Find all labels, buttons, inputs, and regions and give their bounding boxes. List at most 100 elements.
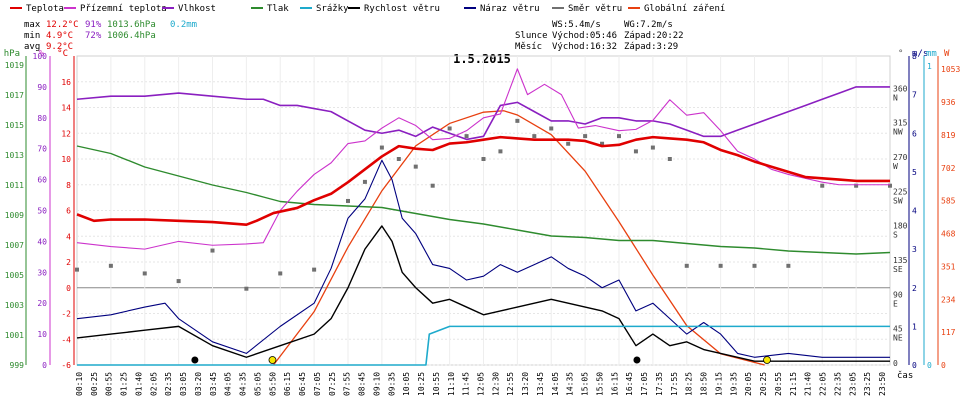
axis-tick-x: 15:50 bbox=[595, 372, 604, 396]
sunset-text: Západ:20:22 bbox=[624, 31, 684, 41]
axis-tick-x: 22:35 bbox=[833, 372, 842, 396]
legend-label: Srážky bbox=[316, 4, 349, 14]
legend-label: Teplota bbox=[26, 4, 64, 14]
axis-tick-hpa: 1001 bbox=[5, 331, 24, 340]
axis-tick-dir: 180 bbox=[893, 222, 908, 231]
axis-tick-x: 23:05 bbox=[848, 372, 857, 396]
wind-direction-point bbox=[244, 286, 249, 291]
axis-tick-x: 23:25 bbox=[863, 372, 872, 396]
axis-tick-x: 19:15 bbox=[714, 372, 723, 396]
axis-tick-x: 01:25 bbox=[120, 372, 129, 396]
wind-direction-point bbox=[210, 248, 215, 253]
axis-tick-dir-label: N bbox=[893, 93, 898, 102]
stat-min-press: 1006.4hPa bbox=[107, 31, 156, 41]
axis-tick-x: 03:20 bbox=[194, 372, 203, 396]
axis-tick-x: 23:50 bbox=[878, 372, 887, 396]
axis-tick-hpa: 1019 bbox=[5, 61, 24, 70]
wind-direction-point bbox=[532, 134, 537, 139]
axis-tick-temp: 12 bbox=[61, 129, 71, 138]
axis-tick-hpa: 1013 bbox=[5, 151, 24, 160]
axis-tick-ms: 0 bbox=[912, 361, 917, 370]
chart-title: 1.5.2015 bbox=[453, 52, 511, 66]
wind-direction-point bbox=[464, 134, 469, 139]
wind-direction-point bbox=[752, 263, 757, 268]
axis-tick-ms: 7 bbox=[912, 91, 917, 100]
stat-max-press: 1013.6hPa bbox=[107, 20, 156, 30]
axis-tick-x: 18:25 bbox=[685, 372, 694, 396]
axis-tick-x: 11:10 bbox=[447, 372, 456, 396]
axis-tick-mm: 0 bbox=[927, 361, 932, 370]
stat-avg-label: avg bbox=[24, 42, 40, 52]
wind-direction-point bbox=[583, 134, 588, 139]
axis-label-x: čas bbox=[897, 370, 913, 381]
axis-tick-dir-label: W bbox=[893, 162, 898, 171]
axis-tick-ms: 4 bbox=[912, 207, 917, 216]
axis-tick-temp: -4 bbox=[61, 335, 71, 344]
wind-direction-point bbox=[549, 126, 554, 131]
series-naraz-vetru bbox=[76, 159, 890, 358]
axis-tick-x: 00:10 bbox=[75, 372, 84, 396]
legend-label: Globální záření bbox=[644, 4, 725, 14]
axis-tick-x: 01:40 bbox=[134, 372, 143, 396]
axis-tick-x: 21:40 bbox=[804, 372, 813, 396]
axis-unit-temp: °C bbox=[57, 49, 68, 59]
legend-label: Rychlost větru bbox=[364, 4, 440, 14]
axis-tick-w: 585 bbox=[941, 197, 956, 206]
axis-tick-temp: 16 bbox=[61, 78, 71, 87]
wind-direction-point bbox=[667, 157, 672, 161]
moon-label: Měsíc bbox=[515, 42, 542, 52]
moonset-text: Západ:3:29 bbox=[624, 42, 678, 52]
axis-tick-dir: 360 bbox=[893, 84, 908, 93]
wind-direction-point bbox=[566, 141, 571, 146]
axis-unit-mm: mm bbox=[926, 49, 937, 59]
axis-tick-hpa: 1011 bbox=[5, 181, 24, 190]
axis-tick-x: 16:15 bbox=[610, 372, 619, 396]
wind-direction-point bbox=[600, 141, 605, 146]
axis-tick-x: 04:35 bbox=[239, 372, 248, 396]
wind-direction-point bbox=[617, 134, 621, 139]
axis-tick-ms: 1 bbox=[912, 322, 917, 331]
axis-tick-hpa: 1017 bbox=[5, 91, 24, 100]
axis-tick-temp: 0 bbox=[66, 284, 71, 293]
axis-tick-w: 0 bbox=[941, 361, 946, 370]
wind-direction-point bbox=[413, 164, 418, 169]
axis-unit-pct: % bbox=[39, 49, 45, 59]
stat-max-temp: 12.2°C bbox=[46, 20, 79, 30]
axis-tick-x: 10:05 bbox=[402, 372, 411, 396]
axis-tick-ms: 8 bbox=[912, 52, 917, 61]
axis-tick-x: 03:05 bbox=[179, 372, 188, 396]
wind-gust-stat: WG:7.2m/s bbox=[624, 20, 673, 30]
axis-tick-x: 18:50 bbox=[700, 372, 709, 396]
axis-tick-pct: 60 bbox=[37, 176, 47, 185]
axis-tick-x: 17:05 bbox=[640, 372, 649, 396]
axis-tick-x: 02:05 bbox=[149, 372, 158, 396]
astro-block: WS:5.4m/s WG:7.2m/s Slunce Východ:05:46 … bbox=[515, 20, 684, 52]
axis-tick-temp: 10 bbox=[61, 155, 71, 164]
axis-tick-hpa: 1005 bbox=[5, 271, 24, 280]
wind-direction-point bbox=[396, 157, 401, 161]
axis-tick-dir-label: NE bbox=[893, 334, 903, 343]
axis-tick-x: 12:30 bbox=[491, 372, 500, 396]
axis-tick-x: 20:05 bbox=[744, 372, 753, 396]
axis-tick-x: 14:05 bbox=[551, 372, 560, 396]
axis-tick-w: 351 bbox=[941, 262, 956, 271]
axis-tick-dir-label: S bbox=[893, 231, 898, 240]
axis-tick-x: 05:50 bbox=[268, 372, 277, 396]
axis-unit-w: W bbox=[944, 49, 950, 59]
axis-unit-ms: m/s bbox=[912, 49, 928, 59]
sunrise-marker bbox=[268, 356, 277, 364]
axis-tick-temp: 14 bbox=[61, 104, 71, 113]
axis-tick-w: 936 bbox=[941, 98, 956, 107]
axis-tick-x: 20:55 bbox=[774, 372, 783, 396]
series-vlhkost bbox=[76, 86, 890, 141]
axis-tick-x: 08:45 bbox=[358, 372, 367, 396]
sunset-marker bbox=[763, 356, 771, 364]
stat-min-temp: 4.9°C bbox=[46, 31, 73, 41]
axis-tick-dir: 315 bbox=[893, 119, 908, 128]
wind-direction-point bbox=[176, 279, 181, 284]
axis-tick-x: 17:35 bbox=[655, 372, 664, 396]
stat-max-hum: 91% bbox=[85, 20, 102, 30]
axis-tick-pct: 70 bbox=[37, 145, 47, 154]
axis-tick-x: 00:25 bbox=[90, 372, 99, 396]
wind-direction-point bbox=[278, 271, 283, 276]
